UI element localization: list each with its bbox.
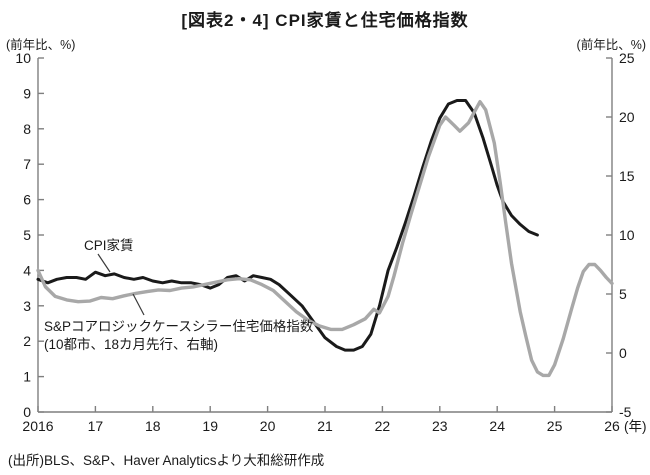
left-axis-tick-label: 6 xyxy=(23,192,31,208)
x-axis-tick-label: 20 xyxy=(260,418,276,434)
left-axis-tick-label: 2 xyxy=(23,333,31,349)
x-axis-tick-label: 2016 xyxy=(22,418,53,434)
right-axis-tick-label: 25 xyxy=(619,50,635,66)
left-axis-tick-label: 7 xyxy=(23,156,31,172)
left-axis-tick-label: 8 xyxy=(23,121,31,137)
x-axis-tick-label: 21 xyxy=(317,418,333,434)
left-axis-tick-label: 5 xyxy=(23,227,31,243)
cpi-rent-label: CPI家賃 xyxy=(84,237,134,253)
case-shiller-label: (10都市、18カ月先行、右軸) xyxy=(44,336,218,352)
x-axis-tick-label: 19 xyxy=(202,418,218,434)
case-shiller-label-leader xyxy=(132,293,145,316)
right-axis-tick-label: 5 xyxy=(619,286,627,302)
left-axis-tick-label: 10 xyxy=(15,50,31,66)
x-axis-tick-label: 24 xyxy=(489,418,505,434)
source-note: (出所)BLS、S&P、Haver Analyticsより大和総研作成 xyxy=(8,453,325,468)
right-axis-tick-label: 0 xyxy=(619,345,627,361)
case-shiller-label: S&Pコアロジックケースシラー住宅価格指数 xyxy=(44,319,314,334)
right-axis-tick-label: 15 xyxy=(619,168,635,184)
left-axis-unit-label: (前年比、%) xyxy=(6,38,76,52)
left-axis-tick-label: 9 xyxy=(23,85,31,101)
x-axis-tick-label: 17 xyxy=(88,418,104,434)
case-shiller-line xyxy=(36,99,614,378)
right-axis-unit-label: (前年比、%) xyxy=(576,38,646,52)
left-axis-tick-label: 3 xyxy=(23,298,31,314)
right-axis-tick-label: 10 xyxy=(619,227,635,243)
cpi-rent-label-leader xyxy=(97,253,111,273)
x-axis-tick-label: 26 xyxy=(604,418,620,434)
x-axis-tick-label: 23 xyxy=(432,418,448,434)
x-axis-unit-label: (年) xyxy=(624,419,647,434)
left-axis-tick-label: 0 xyxy=(23,404,31,420)
left-axis-tick-label: 1 xyxy=(23,369,31,385)
x-axis-tick-label: 22 xyxy=(375,418,391,434)
cpi-rent-line xyxy=(36,99,539,352)
x-axis-tick-label: 18 xyxy=(145,418,161,434)
right-axis-tick-label: 20 xyxy=(619,109,635,125)
chart-title: [図表2・4] CPI家賃と住宅価格指数 xyxy=(181,11,469,30)
right-axis-tick-label: -5 xyxy=(619,404,632,420)
x-axis-tick-label: 25 xyxy=(547,418,563,434)
left-axis-tick-label: 4 xyxy=(23,262,31,278)
